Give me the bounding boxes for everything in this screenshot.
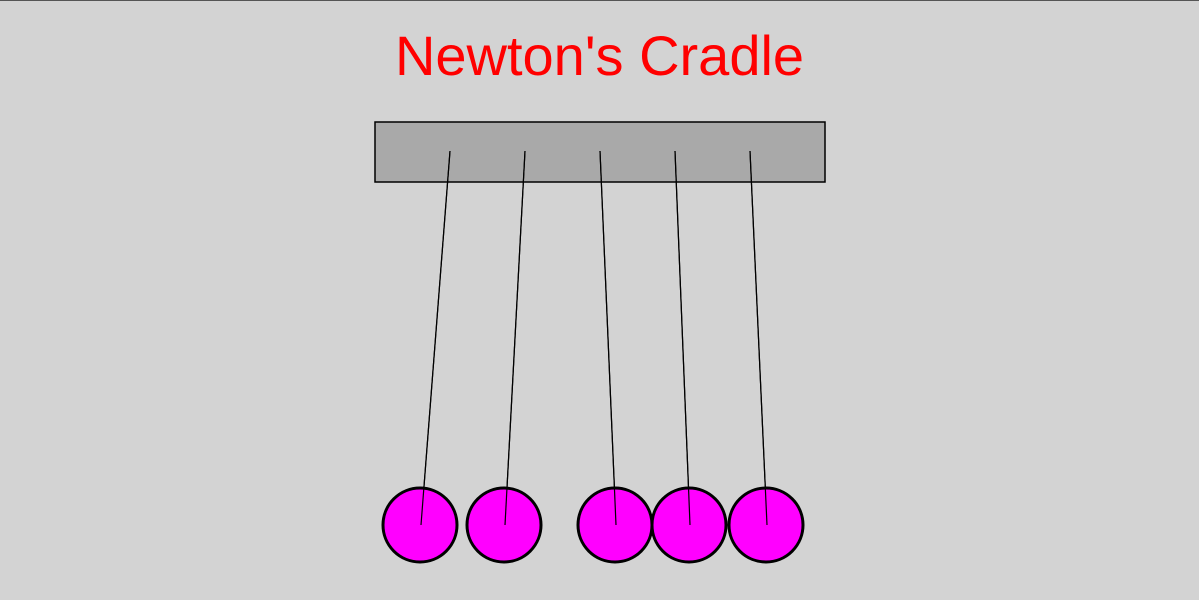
pendulum-4 <box>650 150 728 564</box>
pendulum-ball-1[interactable] <box>381 486 459 564</box>
pendulum-5 <box>727 150 805 564</box>
pendulum-3 <box>576 150 654 564</box>
pendulum-string-4-front <box>674 150 691 526</box>
pendulum-string-3-front <box>599 150 617 526</box>
pendulum-string-5-front <box>749 150 768 526</box>
page-title: Newton's Cradle <box>394 24 805 87</box>
pendulum-ball-2[interactable] <box>465 486 543 564</box>
pendulum-string-1-front <box>420 150 451 526</box>
pendulum-string-2-front <box>504 150 526 526</box>
pendulum-ball-5[interactable] <box>727 486 805 564</box>
pendulum-1 <box>381 150 459 564</box>
pendulum-2 <box>465 150 543 564</box>
